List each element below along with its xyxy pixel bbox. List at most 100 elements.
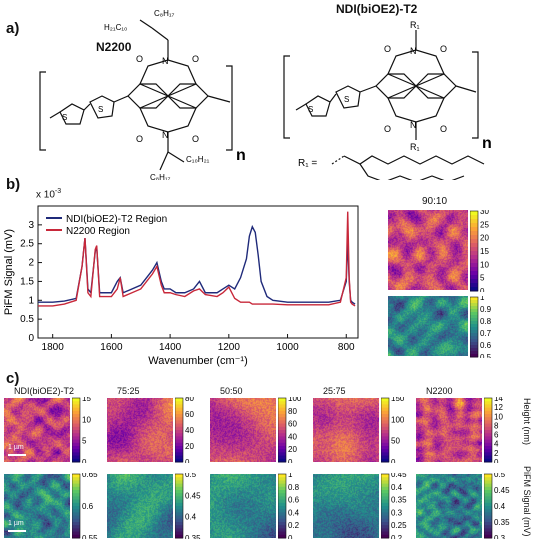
x-tick-label-3: 1200 [218,342,241,353]
heatmap-90-10-signal [388,296,468,356]
y-tick-label-2: 1 [28,295,34,306]
map-title-1: 75:25 [117,386,140,396]
n2200-h21c10: H₂₁C₁₀ [104,23,127,32]
height-cb-2-tick-0: 0 [288,458,293,463]
signal-cb-2-tick-4: 0.8 [288,483,300,492]
cb-90-10-signal-tick-2: 0.7 [480,329,492,338]
height-cb-1-tick-4: 80 [185,397,194,403]
pifm-spectrum-chart: 1800 1600 1400 1200 1000 800 0 0.5 1 1.5 2 2.5 3 Wave… [3,205,359,367]
signal-colorbar-1: 0.35 0.4 0.45 0.5 [175,473,201,539]
signal-cb-3-tick-4: 0.4 [391,483,403,492]
height-cb-3-tick-3: 150 [391,397,405,403]
x-tick-label-4: 1000 [276,342,299,353]
map-title-4: N2200 [426,386,453,396]
height-cb-0-tick-3: 15 [82,397,91,403]
signal-cb-2-tick-3: 0.6 [288,496,300,505]
signal-cb-3-tick-0: 0.2 [391,534,403,539]
height-colorbar-3: 0 50 100 150 [381,397,405,463]
cb-90-10-height-tick-3: 15 [480,247,489,256]
signal-cb-1-tick-0: 0.35 [185,534,201,539]
signal-map-4 [416,474,482,538]
cb-90-10-height-tick-0: 0 [480,287,485,292]
height-cb-2-tick-2: 40 [288,432,297,441]
r1-definition: R₁ = [298,158,317,169]
signal-axis-label: PiFM Signal (mV) [522,466,532,537]
map-90-10-title: 90:10 [422,196,448,207]
height-cb-4-tick-5: 10 [494,412,503,421]
panel-c-letter: c) [6,370,20,387]
signal-colorbar-0: 0.55 0.6 0.65 [72,473,98,539]
height-cb-2-tick-1: 20 [288,445,297,454]
signal-cb-2-tick-0: 0 [288,534,293,539]
panel-b-letter: b) [6,176,21,193]
height-cb-3-tick-2: 100 [391,415,405,424]
ndi-molecule [283,30,485,180]
ndi-o3: O [384,124,391,134]
height-cb-0-tick-2: 10 [82,415,91,424]
ndi-o2: O [440,44,447,54]
n2200-o4: O [192,134,199,144]
scale-line-1 [8,530,26,532]
height-map-3 [313,398,379,462]
cb-90-10-signal-tick-0: 0.5 [480,353,492,358]
ndi-s2: S [344,95,349,104]
height-cb-4-tick-3: 6 [494,431,499,440]
height-cb-4-tick-1: 2 [494,449,499,458]
signal-cb-3-tick-5: 0.45 [391,473,407,479]
x-tick-label-0: 1800 [42,342,65,353]
n2200-c10h21: C₁₀H₂₁ [186,155,210,164]
height-cb-4-tick-2: 4 [494,440,499,449]
height-cb-2-tick-4: 80 [288,407,297,416]
scale-bar-1: 1 µm [8,520,24,527]
cb-90-10-height-tick-1: 5 [480,274,485,283]
x-axis-label: Wavenumber (cm⁻¹) [148,355,248,367]
ndi-o4: O [440,124,447,134]
n2200-n-label: n [236,147,246,164]
y-tick-label-0: 0 [28,333,34,344]
signal-cb-0-tick-0: 0.55 [82,534,98,539]
scale-line-0 [8,454,26,456]
height-map-0 [4,398,70,462]
signal-map-3 [313,474,379,538]
signal-cb-4-tick-0: 0.3 [494,534,506,539]
n2200-s1: S [62,113,67,122]
n2200-o2: O [192,54,199,64]
x-tick-label-2: 1400 [159,342,182,353]
height-map-4 [416,398,482,462]
signal-cb-0-tick-1: 0.6 [82,502,94,511]
signal-cb-1-tick-2: 0.45 [185,491,201,500]
height-cb-1-tick-2: 40 [185,426,194,435]
ndi-n1: N [410,46,417,56]
map-title-2: 50:50 [220,386,243,396]
scale-bar-0: 1 µm [8,444,24,451]
cb-90-10-height-tick-6: 30 [480,210,489,216]
height-cb-1-tick-0: 0 [185,458,190,463]
signal-cb-4-tick-4: 0.5 [494,473,506,479]
height-cb-0-tick-1: 5 [82,437,87,446]
height-cb-4-tick-0: 0 [494,458,499,463]
n2200-c8h17-bot: C₈H₁₇ [150,173,171,180]
map-title-0: NDI(biOE2)-T2 [14,386,75,396]
cb-90-10-signal-tick-1: 0.6 [480,341,492,350]
signal-colorbar-2: 0 0.2 0.4 0.6 0.8 1 [278,473,300,539]
ndi-n2: N [410,120,417,130]
legend-label-0: NDI(biOE2)-T2 Region [66,214,167,225]
height-colorbar-0: 0 5 10 15 [72,397,91,463]
signal-cb-2-tick-2: 0.4 [288,508,300,517]
signal-colorbar-4: 0.3 0.35 0.4 0.45 0.5 [484,473,510,539]
ndi-o1: O [384,44,391,54]
signal-cb-3-tick-1: 0.25 [391,521,407,530]
ndi-title: NDI(biOE2)-T2 [336,2,418,16]
height-colorbar-1: 0 20 40 60 80 [175,397,194,463]
signal-cb-4-tick-1: 0.35 [494,518,510,527]
signal-colorbar-3: 0.2 0.25 0.3 0.35 0.4 0.45 [381,473,407,539]
cb-90-10-height-tick-4: 20 [480,234,489,243]
cb-90-10-signal-tick-3: 0.8 [480,317,492,326]
height-cb-2-tick-5: 100 [288,397,302,403]
height-cb-4-tick-6: 12 [494,403,503,412]
n2200-c8h17-top: C₈H₁₇ [154,9,175,18]
panel-a-letter: a) [6,20,20,37]
signal-map-2 [210,474,276,538]
n2200-n1: N [162,56,169,66]
